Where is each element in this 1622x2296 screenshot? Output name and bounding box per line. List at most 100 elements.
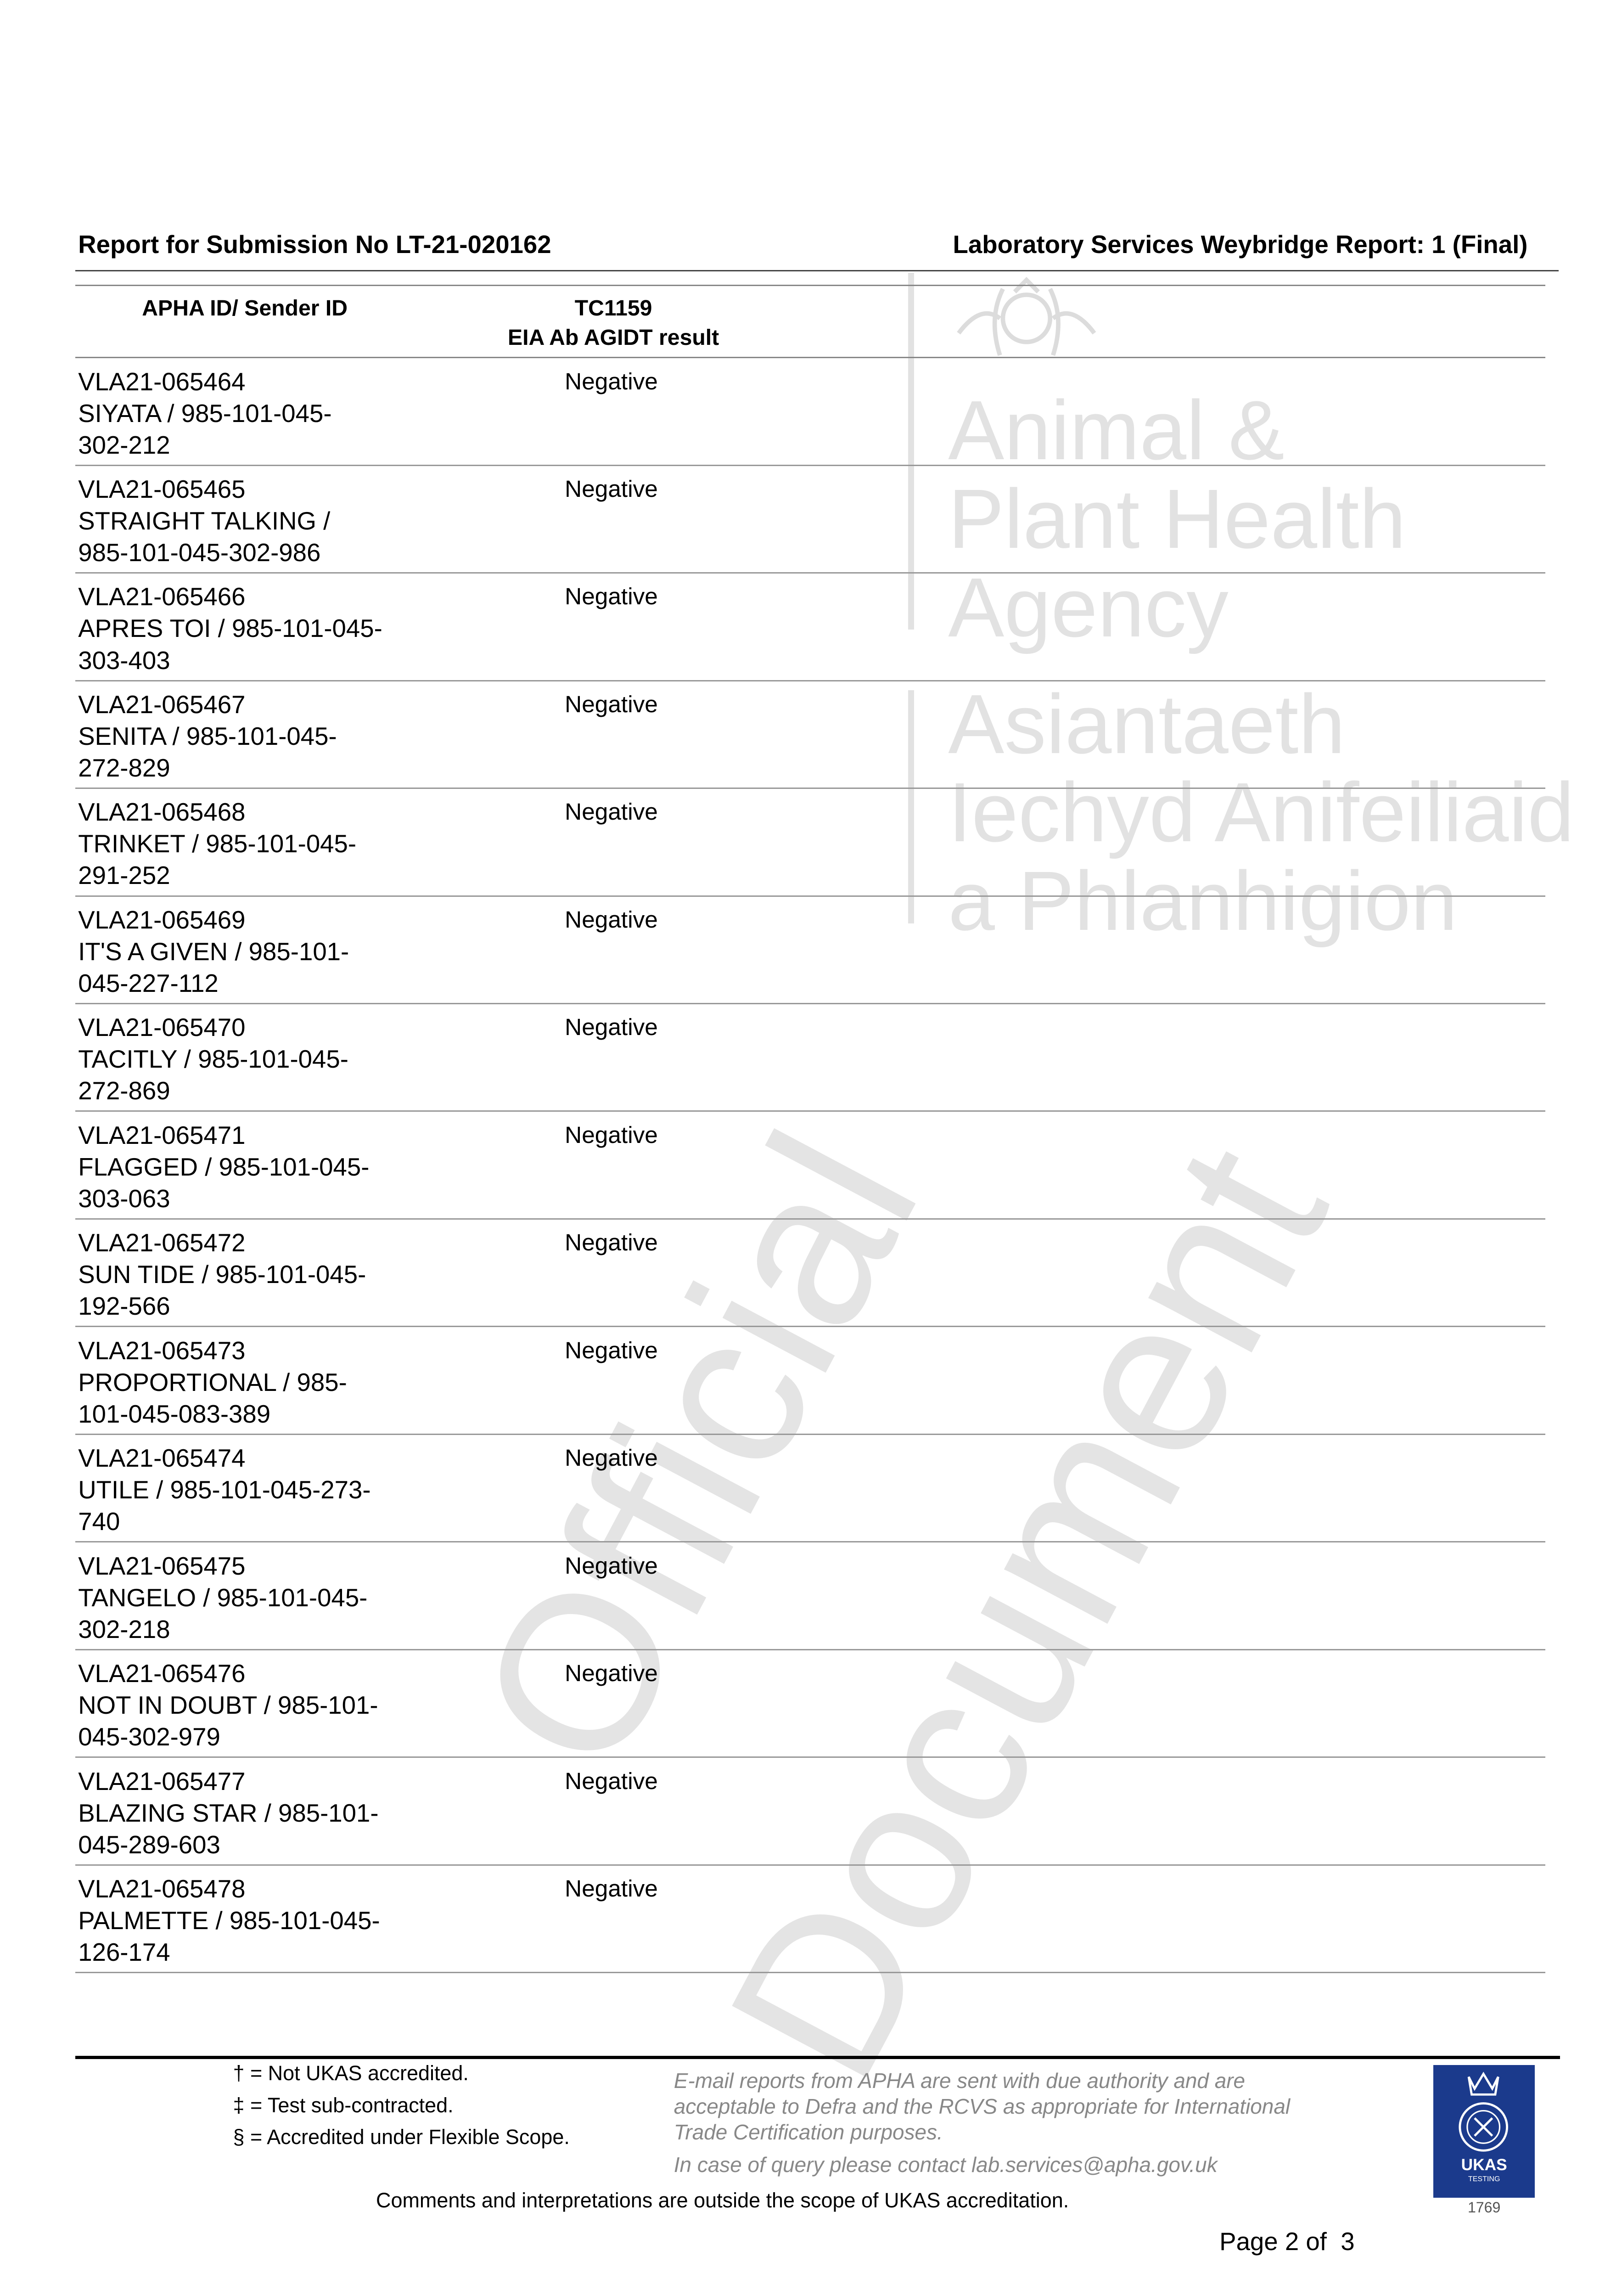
table-row: VLA21-065469 IT'S A GIVEN / 985-101- 045-2… [75,897,1545,1004]
table-row: VLA21-065474 UTILE / 985-101-045-273- 740 N… [75,1435,1545,1543]
sample-id-line: VLA21-065471 [78,1121,246,1149]
footer-divider [75,2056,1560,2059]
sample-id-line: 045-289-603 [78,1830,220,1859]
result-cell: Negative [565,690,658,717]
table-row: VLA21-065475 TANGELO / 985-101-045- 302-21… [75,1543,1545,1650]
sample-id-line: 192-566 [78,1292,170,1321]
table-header-border [75,357,1545,359]
sample-id-line: SUN TIDE / 985-101-045- [78,1261,366,1289]
test-name: EIA Ab AGIDT result [508,325,719,350]
result-cell: Negative [565,1336,658,1363]
ukas-sub: TESTING [1468,2175,1500,2183]
sample-id-line: FLAGGED / 985-101-045- [78,1153,370,1181]
result-cell: Negative [565,1229,658,1256]
sample-id-line: VLA21-065464 [78,367,246,396]
watermark-divider [908,273,915,630]
sample-id-cell: VLA21-065469 IT'S A GIVEN / 985-101- 045-2… [78,904,432,999]
watermark-line: Animal & [948,383,1285,478]
result-cell: Negative [565,798,658,825]
notice-line: acceptable to Defra and the RCVS as appr… [673,2094,1291,2119]
table-row: VLA21-065466 APRES TOI / 985-101-045- 303-… [75,574,1545,681]
sample-id-line: PROPORTIONAL / 985- [78,1368,347,1396]
sample-id-line: VLA21-065468 [78,798,246,827]
result-cell: Negative [565,367,658,394]
sample-id-cell: VLA21-065471 FLAGGED / 985-101-045- 303-06… [78,1120,432,1215]
ukas-logo: UKAS TESTING [1433,2065,1535,2198]
table-top-border [75,284,1545,287]
result-cell: Negative [565,1660,658,1687]
sample-id-line: TANGELO / 985-101-045- [78,1583,368,1612]
sample-id-line: 101-045-083-389 [78,1400,271,1428]
table-row: VLA21-065476 NOT IN DOUBT / 985-101- 045-3… [75,1650,1545,1758]
notice-line: Trade Certification purposes. [673,2120,943,2144]
ukas-label: UKAS [1461,2155,1507,2174]
sample-id-line: SIYATA / 985-101-045- [78,399,332,428]
table-row: VLA21-065467 SENITA / 985-101-045- 272-829… [75,681,1545,789]
watermark-line: Iechyd Anifeiliaid [948,765,1574,860]
sample-id-line: VLA21-065467 [78,690,246,719]
contact-notice: In case of query please contact lab.serv… [673,2153,1218,2177]
result-cell: Negative [565,906,658,933]
sample-id-line: VLA21-065472 [78,1229,246,1257]
result-cell: Negative [565,1013,658,1041]
sample-id-line: 302-218 [78,1615,170,1643]
sample-id-line: VLA21-065478 [78,1874,246,1903]
sample-id-line: SENITA / 985-101-045- [78,722,337,750]
sample-id-line: 045-302-979 [78,1723,220,1751]
table-row: VLA21-065478 PALMETTE / 985-101-045- 126-1… [75,1866,1545,1974]
sample-id-line: 303-063 [78,1184,170,1213]
result-cell: Negative [565,1444,658,1471]
sample-id-line: 303-403 [78,646,170,675]
table-row: VLA21-065477 BLAZING STAR / 985-101- 045-2… [75,1758,1545,1866]
sample-id-line: VLA21-065477 [78,1767,246,1795]
ukas-number: 1769 [1467,2199,1501,2216]
sample-id-line: VLA21-065475 [78,1552,246,1580]
sample-id-line: 272-829 [78,754,170,782]
watermark-divider [908,690,915,923]
report-title: Laboratory Services Weybridge Report: 1 … [953,231,1528,259]
watermark-agency-cy: Asiantaeth Iechyd Anifeiliaid a Phlanhig… [948,680,1574,945]
accreditation-legend: † = Not UKAS accredited. ‡ = Test sub-co… [233,2057,569,2152]
page-number: Page 2 of 3 [1219,2227,1355,2256]
watermark-line: Agency [948,560,1229,654]
result-cell: Negative [565,1552,658,1579]
notice-line: E-mail reports from APHA are sent with d… [673,2068,1246,2093]
sample-id-cell: VLA21-065465 STRAIGHT TALKING / 985-101-04… [78,473,432,568]
sample-id-line: STRAIGHT TALKING / [78,507,331,535]
sample-id-line: IT'S A GIVEN / 985-101- [78,937,349,966]
sample-id-cell: VLA21-065470 TACITLY / 985-101-045- 272-86… [78,1012,432,1107]
table-row: VLA21-065472 SUN TIDE / 985-101-045- 192-5… [75,1220,1545,1328]
sample-id-line: VLA21-065474 [78,1444,246,1473]
table-row: VLA21-065468 TRINKET / 985-101-045- 291-25… [75,789,1545,897]
sample-id-line: 126-174 [78,1938,170,1967]
sample-id-cell: VLA21-065472 SUN TIDE / 985-101-045- 192-5… [78,1227,432,1322]
table-row: VLA21-065473 PROPORTIONAL / 985- 101-045-0… [75,1328,1545,1435]
sample-id-line: 272-869 [78,1077,170,1105]
legend-item: ‡ = Test sub-contracted. [233,2093,454,2117]
sample-id-cell: VLA21-065468 TRINKET / 985-101-045- 291-25… [78,796,432,891]
result-cell: Negative [565,1874,658,1902]
sample-id-line: 302-212 [78,431,170,459]
sample-id-cell: VLA21-065473 PROPORTIONAL / 985- 101-045-0… [78,1335,432,1430]
sample-id-line: PALMETTE / 985-101-045- [78,1907,380,1935]
sample-id-line: NOT IN DOUBT / 985-101- [78,1691,378,1720]
result-cell: Negative [565,583,658,610]
column-header-id: APHA ID/ Sender ID [142,296,348,321]
email-notice: E-mail reports from APHA are sent with d… [674,2068,1290,2145]
sample-id-line: 045-227-112 [78,969,219,997]
legend-item: † = Not UKAS accredited. [233,2061,469,2085]
test-code: TC1159 [574,296,652,321]
sample-id-cell: VLA21-065464 SIYATA / 985-101-045- 302-212 [78,366,432,461]
sample-id-cell: VLA21-065474 UTILE / 985-101-045-273- 740 [78,1442,432,1537]
table-row: VLA21-065465 STRAIGHT TALKING / 985-101-04… [75,466,1545,574]
sample-id-cell: VLA21-065466 APRES TOI / 985-101-045- 303-… [78,581,432,676]
sample-id-line: BLAZING STAR / 985-101- [78,1799,379,1827]
sample-id-line: VLA21-065466 [78,583,246,611]
sample-id-cell: VLA21-065477 BLAZING STAR / 985-101- 045-2… [78,1766,432,1861]
legend-item: § = Accredited under Flexible Scope. [233,2125,570,2149]
column-header-result: TC1159 EIA Ab AGIDT result [466,293,761,352]
sample-id-line: VLA21-065476 [78,1660,246,1688]
sample-id-line: APRES TOI / 985-101-045- [78,614,382,643]
result-cell: Negative [565,1121,658,1148]
